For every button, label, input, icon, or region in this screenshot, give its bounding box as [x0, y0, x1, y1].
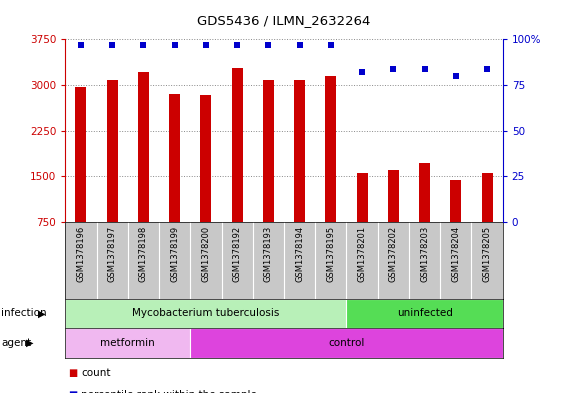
Text: Mycobacterium tuberculosis: Mycobacterium tuberculosis: [132, 309, 279, 318]
Text: GSM1378200: GSM1378200: [202, 226, 210, 282]
Bar: [232, 68, 243, 222]
Bar: [294, 80, 305, 222]
Point: [295, 42, 304, 48]
Bar: [65, 328, 190, 358]
Point: [389, 65, 398, 72]
Point: [264, 42, 273, 48]
Point: [326, 42, 335, 48]
Text: GDS5436 / ILMN_2632264: GDS5436 / ILMN_2632264: [197, 14, 371, 27]
Text: ▶: ▶: [26, 338, 33, 348]
Bar: [450, 180, 461, 222]
Bar: [388, 170, 399, 222]
Bar: [76, 87, 86, 222]
Text: GSM1378196: GSM1378196: [77, 226, 85, 282]
Text: GSM1378202: GSM1378202: [389, 226, 398, 282]
Text: GSM1378198: GSM1378198: [139, 226, 148, 282]
Text: uninfected: uninfected: [396, 309, 453, 318]
Text: percentile rank within the sample: percentile rank within the sample: [81, 390, 257, 393]
Text: GSM1378199: GSM1378199: [170, 226, 179, 282]
Text: GSM1378204: GSM1378204: [452, 226, 460, 282]
Text: GSM1378195: GSM1378195: [327, 226, 335, 282]
Point: [233, 42, 242, 48]
Text: ■: ■: [68, 368, 77, 378]
Point: [358, 69, 367, 75]
Text: GSM1378197: GSM1378197: [108, 226, 116, 282]
Point: [108, 42, 117, 48]
Point: [451, 73, 460, 79]
Bar: [201, 95, 211, 222]
Text: count: count: [81, 368, 111, 378]
Text: ▶: ▶: [38, 309, 45, 318]
Bar: [482, 173, 492, 222]
Bar: [419, 163, 430, 222]
Point: [139, 42, 148, 48]
Point: [483, 65, 492, 72]
Text: GSM1378193: GSM1378193: [264, 226, 273, 282]
Text: metformin: metformin: [101, 338, 155, 348]
Text: GSM1378205: GSM1378205: [483, 226, 491, 282]
Point: [76, 42, 86, 48]
Bar: [190, 328, 503, 358]
Bar: [325, 76, 336, 222]
Bar: [107, 80, 118, 222]
Text: infection: infection: [1, 309, 47, 318]
Bar: [138, 72, 149, 222]
Bar: [357, 173, 367, 222]
Point: [420, 65, 429, 72]
Text: agent: agent: [1, 338, 31, 348]
Text: GSM1378201: GSM1378201: [358, 226, 366, 282]
Point: [170, 42, 179, 48]
Bar: [263, 80, 274, 222]
Bar: [65, 299, 346, 328]
Text: GSM1378194: GSM1378194: [295, 226, 304, 282]
Text: GSM1378203: GSM1378203: [420, 226, 429, 282]
Bar: [346, 299, 503, 328]
Text: GSM1378192: GSM1378192: [233, 226, 241, 282]
Point: [202, 42, 211, 48]
Text: control: control: [328, 338, 365, 348]
Text: ■: ■: [68, 390, 77, 393]
Bar: [169, 94, 180, 222]
